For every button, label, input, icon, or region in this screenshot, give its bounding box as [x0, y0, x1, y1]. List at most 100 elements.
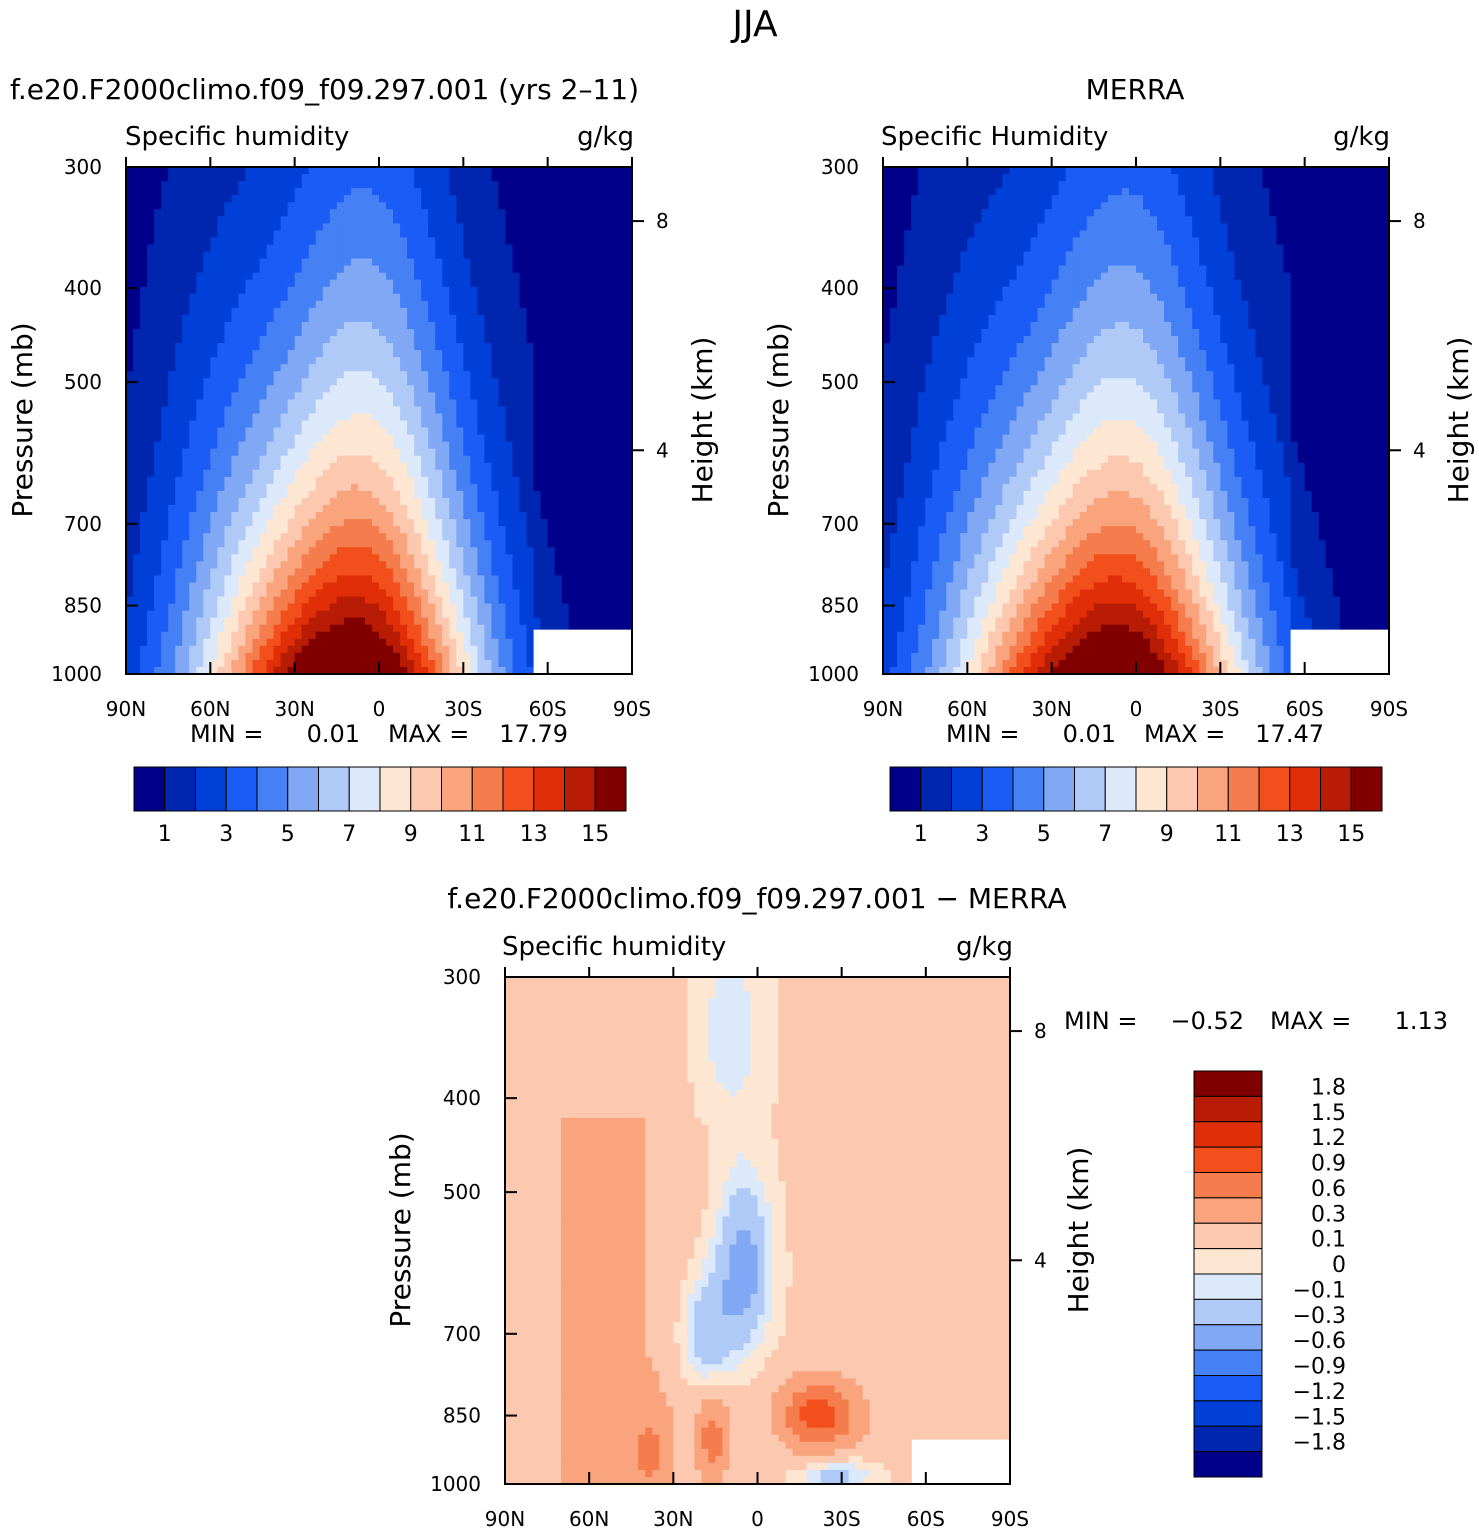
contour-cell	[161, 371, 169, 379]
contour-cell	[371, 188, 380, 196]
contour-cell	[589, 321, 598, 330]
contour-cell	[386, 195, 394, 203]
contour-cell	[294, 399, 303, 408]
contour-cell	[484, 427, 493, 436]
contour-cell	[379, 547, 387, 555]
contour-cell	[533, 603, 542, 612]
contour-cell	[414, 406, 422, 415]
contour-cell	[245, 307, 254, 316]
contour-cell	[224, 237, 233, 246]
contour-cell	[224, 364, 233, 372]
contour-cell	[554, 596, 563, 605]
contour-cell	[498, 659, 507, 668]
contour-cell	[140, 561, 148, 570]
contour-cell	[238, 427, 247, 436]
contour-cell	[189, 195, 197, 203]
contour-cell	[400, 251, 408, 260]
contour-cell	[175, 462, 183, 471]
contour-cell	[463, 286, 472, 295]
contour-cell	[484, 279, 493, 288]
contour-cell	[336, 300, 345, 309]
contour-cell	[245, 202, 254, 210]
contour-cell	[266, 490, 275, 499]
contour-cell	[266, 533, 275, 541]
contour-cell	[259, 244, 268, 253]
contour-cell	[519, 258, 528, 267]
contour-cell	[189, 631, 197, 640]
contour-cell	[294, 526, 303, 534]
contour-cell	[477, 371, 486, 379]
contour-cell	[371, 181, 380, 189]
contour-cell	[196, 652, 205, 661]
contour-cell	[449, 378, 458, 386]
contour-cell	[442, 448, 450, 457]
contour-cell	[322, 666, 331, 675]
contour-cell	[126, 336, 134, 344]
contour-cell	[154, 659, 162, 668]
contour-cell	[224, 624, 233, 633]
contour-cell	[280, 554, 289, 563]
contour-cell	[301, 385, 310, 394]
contour-cell	[266, 350, 275, 358]
contour-cell	[308, 469, 317, 478]
contour-cell	[603, 307, 612, 316]
contour-cell	[561, 279, 570, 288]
contour-cell	[442, 645, 450, 654]
contour-cell	[301, 364, 310, 372]
contour-cell	[322, 526, 331, 534]
contour-cell	[393, 209, 401, 217]
contour-cell	[364, 258, 373, 267]
contour-cell	[217, 533, 226, 541]
contour-cell	[168, 448, 176, 457]
contour-cell	[245, 371, 254, 379]
contour-cell	[196, 181, 205, 189]
contour-cell	[224, 357, 233, 365]
contour-cell	[484, 272, 493, 281]
contour-cell	[421, 300, 429, 309]
contour-cell	[273, 483, 282, 492]
contour-cell	[364, 533, 373, 541]
contour-cell	[343, 512, 352, 520]
contour-cell	[203, 350, 212, 358]
contour-cell	[512, 596, 521, 605]
contour-cell	[442, 547, 450, 555]
contour-cell	[596, 181, 605, 189]
contour-cell	[259, 399, 268, 408]
contour-cell	[140, 216, 148, 225]
contour-cell	[449, 638, 458, 647]
contour-cell	[238, 293, 247, 302]
contour-cell	[357, 181, 366, 189]
contour-cell	[498, 427, 507, 436]
contour-cell	[133, 343, 141, 351]
contour-cell	[449, 505, 458, 513]
contour-cell	[357, 526, 366, 534]
contour-cell	[582, 476, 591, 485]
contour-cell	[449, 413, 458, 422]
contour-cell	[196, 300, 205, 309]
contour-cell	[414, 343, 422, 351]
contour-cell	[407, 181, 415, 189]
contour-cell	[140, 321, 148, 330]
contour-cell	[498, 533, 507, 541]
contour-cell	[266, 652, 275, 661]
contour-cell	[252, 272, 261, 281]
contour-cell	[547, 497, 556, 506]
contour-cell	[245, 300, 254, 309]
contour-cell	[442, 174, 450, 182]
contour-cell	[568, 272, 577, 281]
contour-cell	[421, 195, 429, 203]
contour-cell	[175, 251, 183, 260]
contour-cell	[203, 314, 212, 323]
contour-cell	[371, 505, 380, 513]
contour-cell	[421, 321, 429, 330]
contour-cell	[252, 314, 261, 323]
contour-cell	[252, 575, 261, 584]
contour-cell	[308, 300, 317, 309]
contour-cell	[175, 540, 183, 548]
contour-cell	[386, 364, 394, 372]
contour-cell	[512, 526, 521, 534]
contour-cell	[603, 279, 612, 288]
contour-cell	[238, 336, 247, 344]
contour-cell	[421, 314, 429, 323]
contour-cell	[379, 350, 387, 358]
